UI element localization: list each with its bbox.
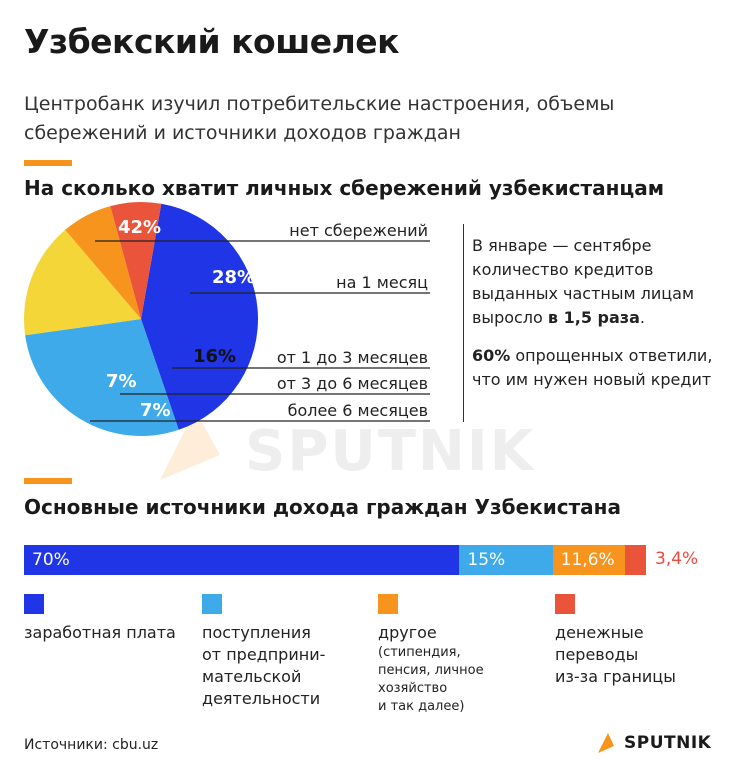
legend-swatch (378, 594, 398, 614)
bar-segment: 11,6% (552, 545, 625, 575)
section1-accent-bar (24, 160, 72, 166)
legend-label: другое (378, 623, 437, 642)
sputnik-logo-text: SPUTNIK (624, 733, 712, 753)
page-subtitle: Центробанк изучил потребительские настро… (24, 93, 615, 144)
bar-value-label: 15% (467, 550, 506, 570)
section2-title: Основные источники дохода граждан Узбеки… (24, 495, 621, 519)
section2-accent-bar (24, 478, 72, 484)
legend-item: другое (стипендия, пенсия, личное хозяйст… (378, 594, 548, 716)
pie-value-label: 7% (106, 371, 137, 392)
sputnik-watermark: SPUTNIK (160, 410, 536, 484)
note-paragraph-1: В январе — сентябре количество кредитов … (472, 234, 727, 330)
pie-slice (110, 201, 162, 319)
pie-value-label: 16% (193, 346, 236, 367)
pie-value-label: 28% (212, 267, 255, 288)
bar-value-remittances: 3,4% (655, 549, 699, 569)
pie-slice (24, 229, 141, 336)
pie-value-label: 42% (118, 217, 161, 238)
pie-category-label: от 3 до 6 месяцев (277, 374, 428, 393)
pie-category-label: нет сбережений (289, 221, 428, 240)
pie-category-label: более 6 месяцев (288, 401, 428, 420)
pie-slice (141, 203, 259, 430)
legend-item: поступления от предприни- мательской дея… (202, 594, 372, 710)
pie-category-label: на 1 месяц (336, 273, 428, 292)
savings-pie-chart: 42% 28% 16% 7%7% нет сбережений на 1 месяц от… (24, 201, 430, 437)
legend-swatch (24, 594, 44, 614)
note-bold-2: 60% (472, 346, 511, 365)
source-note: Источники: cbu.uz (24, 737, 159, 753)
bar-value-label: 70% (32, 550, 70, 570)
legend-label: денежные переводы из-за границы (555, 623, 676, 686)
legend-item: денежные переводы из-за границы (555, 594, 725, 688)
income-stacked-bar: 70% 15% 11,6% (24, 545, 646, 575)
pie-slice (25, 319, 179, 437)
legend-label: заработная плата (24, 623, 176, 642)
credit-note: В январе — сентябре количество кредитов … (472, 234, 727, 406)
note-end-1: . (639, 308, 645, 327)
legend-swatch (555, 594, 575, 614)
sputnik-logo: SPUTNIK (598, 731, 711, 755)
note-text-1: В январе — сентябре количество кредитов … (472, 236, 695, 327)
pie-value-label: 7% (140, 400, 171, 421)
legend-item: заработная плата (24, 594, 194, 644)
bar-segment (624, 545, 646, 575)
sputnik-logo-icon (598, 733, 614, 753)
bar-value-label: 11,6% (560, 550, 615, 570)
watermark-logo-icon (160, 410, 220, 480)
bar-segment: 70% (24, 545, 460, 575)
page-title: Узбекский кошелек (24, 22, 400, 61)
pie-category-label: от 1 до 3 месяцев (277, 348, 428, 367)
note-text-2: опрощенных ответили, что им нужен новый … (472, 346, 713, 389)
legend-sublabel: (стипендия, пенсия, личное хозяйство и т… (378, 645, 484, 714)
bar-segment: 15% (459, 545, 553, 575)
pie-slice (65, 206, 141, 319)
note-divider (463, 224, 464, 422)
section1-title: На сколько хватит личных сбережений узбе… (24, 176, 665, 200)
note-paragraph-2: 60% опрощенных ответили, что им нужен но… (472, 344, 727, 392)
note-bold-1: в 1,5 раза (547, 308, 640, 327)
legend-swatch (202, 594, 222, 614)
legend-label: поступления от предприни- мательской дея… (202, 623, 326, 708)
watermark-text: SPUTNIK (245, 419, 536, 484)
